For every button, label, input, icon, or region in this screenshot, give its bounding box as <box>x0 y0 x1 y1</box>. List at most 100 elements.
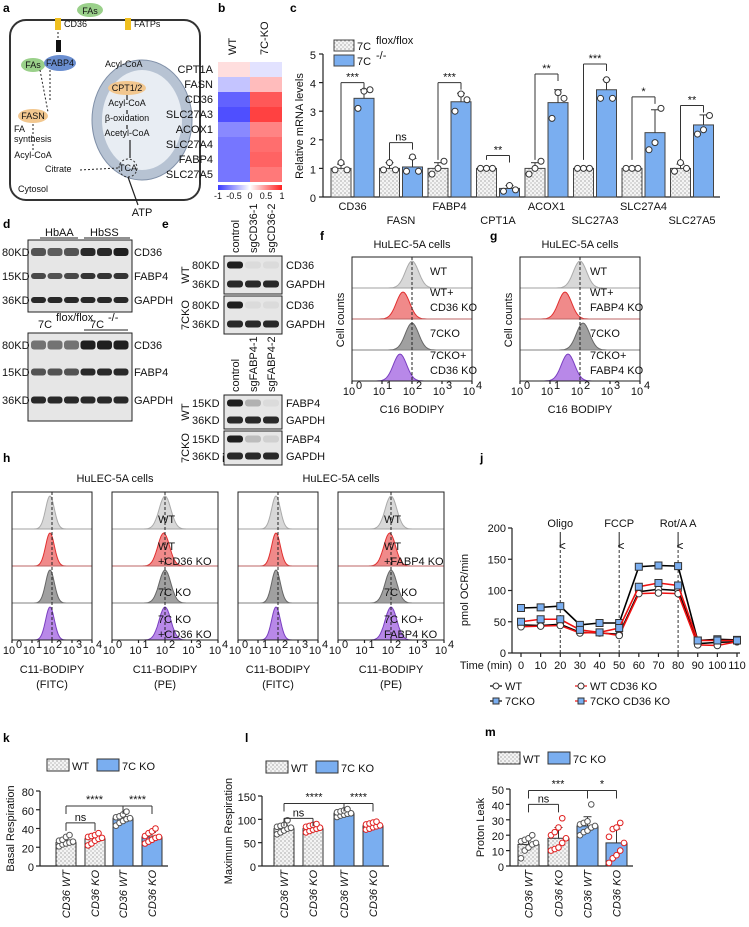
cd36-label: CD36 <box>64 19 87 29</box>
x-tick-label: SLC27A3 <box>571 215 618 227</box>
y-axis-label: Cell counts <box>503 292 515 347</box>
mitochondrion-inner <box>102 70 182 170</box>
y-tick-label: 2 <box>310 136 316 148</box>
x-tick-exponent: 2 <box>56 639 62 651</box>
data-point <box>517 855 525 862</box>
group-superscript: -/- <box>108 312 119 324</box>
x-tick-label: 10 <box>343 386 355 398</box>
blot-band <box>31 340 46 350</box>
data-point <box>440 157 448 165</box>
protein-label: CD36 <box>134 247 162 259</box>
x-tick-label: CD36 KO <box>368 870 380 918</box>
blot-band <box>227 452 243 460</box>
blot-band <box>227 261 243 269</box>
protein-label: GAPDH <box>134 395 173 407</box>
data-point <box>645 146 653 154</box>
x-tick-label: 70 <box>652 660 664 672</box>
data-point <box>622 164 630 172</box>
data-point <box>373 818 380 825</box>
x-axis-label: C16 BODIPY <box>548 404 613 416</box>
data-point <box>634 582 643 591</box>
panel-label-l: l <box>245 731 248 745</box>
panel-a-diagram: FAs CD36 FATPs FAs FABP4 Acyl-CoA CPT1/2 Acyl-C… <box>9 3 201 219</box>
fas-in-label: FAs <box>25 60 41 70</box>
heatmap-cell <box>250 152 282 167</box>
x-tick-label: 10 <box>309 645 321 657</box>
heatmap-cell <box>218 92 250 107</box>
marker-label: 36KD <box>192 415 220 427</box>
x-tick-exponent: 3 <box>422 639 428 651</box>
x-tick-label: 10 <box>511 386 523 398</box>
data-point <box>463 96 471 104</box>
citrate-label: Citrate <box>45 164 72 174</box>
acyl-coa-label: Acyl-CoA <box>105 59 143 69</box>
cd36-transporter-icon <box>55 18 61 30</box>
heatmap-column-label: WT <box>227 38 239 55</box>
significance-label: *** <box>589 53 603 65</box>
legend-label: WT <box>523 754 540 766</box>
significance-label: ns <box>75 812 87 824</box>
panel-label-b: b <box>218 1 225 15</box>
data-point <box>536 603 545 612</box>
x-tick-label: 10 <box>269 645 281 657</box>
y-tick-label: 50 <box>494 617 506 629</box>
legend-marker <box>492 697 500 705</box>
data-point <box>674 562 683 571</box>
x-tick-label: 10 <box>329 645 341 657</box>
track-label: WT+ <box>430 287 454 299</box>
data-point <box>700 126 707 134</box>
heatmap-cell <box>250 92 282 107</box>
data-point <box>531 164 539 172</box>
x-tick-label: 100 <box>708 660 726 672</box>
data-point <box>457 90 465 98</box>
protein-label: FABP4 <box>134 367 168 379</box>
x-tick-label: 10 <box>43 645 55 657</box>
data-point <box>354 104 362 112</box>
data-point <box>574 164 581 172</box>
heatmap-cell <box>218 167 250 182</box>
heatmap-cell <box>218 152 250 167</box>
data-point <box>415 167 422 175</box>
heatmap-row-label: CD36 <box>185 94 213 106</box>
x-tick-exponent: 2 <box>584 380 590 392</box>
track-label: 7C KO <box>158 587 191 599</box>
significance-label: **** <box>305 791 323 803</box>
blot-band <box>31 273 46 279</box>
data-point <box>634 562 643 571</box>
x-tick-label: 60 <box>633 660 645 672</box>
y-tick-label: 50 <box>244 839 256 851</box>
blot-band <box>80 248 96 256</box>
inhibition-bar-icon <box>56 40 61 52</box>
data-point <box>558 814 566 822</box>
blot-band <box>64 273 79 279</box>
blot-band <box>97 297 112 303</box>
blot-band <box>113 396 129 404</box>
x-tick-exponent: 2 <box>169 639 175 651</box>
legend-label: WT <box>505 681 522 693</box>
significance-label: ns <box>538 793 550 805</box>
bar <box>573 167 594 198</box>
track-label: FABP4 KO <box>590 365 644 377</box>
x-tick-label: 30 <box>574 660 586 672</box>
x-tick-exponent: 0 <box>524 380 530 392</box>
blot-band <box>263 435 279 443</box>
fatty-acids-icon <box>77 3 103 17</box>
blot-band <box>97 396 112 404</box>
lane-label: sgCD36-2 <box>266 203 278 253</box>
fatps-label: FATPs <box>134 19 161 29</box>
legend-swatch <box>96 758 120 772</box>
blot-band <box>47 297 63 303</box>
data-point <box>603 76 610 84</box>
blot-band <box>263 452 279 460</box>
protein-label: GAPDH <box>134 295 173 307</box>
significance-label: ** <box>542 63 551 75</box>
x-tick-label: CD36 KO <box>147 870 159 918</box>
heatmap-cell <box>250 137 282 152</box>
x-tick-label: CPT1A <box>480 215 516 227</box>
blot-band <box>47 273 63 279</box>
blot-band <box>113 297 129 303</box>
data-point <box>620 839 628 847</box>
